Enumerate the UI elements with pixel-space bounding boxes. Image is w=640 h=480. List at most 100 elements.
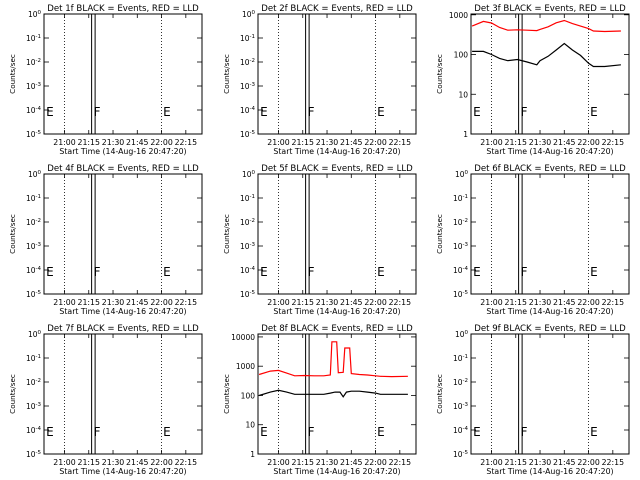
x-tick-label: 21:15 [292,138,315,147]
x-tick-label: 22:00 [364,298,387,307]
marker-label: E [590,105,598,119]
x-tick-label: 21:15 [505,138,528,147]
plot-frame [257,13,417,135]
series-lld [258,341,408,378]
x-tick-label: 21:30 [102,458,125,467]
y-tick-label: 10-1 [26,354,41,363]
marker-label: F [308,105,315,119]
chart-panel-det-8f: Det 8f BLACK = Events, RED = LLD E F E 1 10 10… [222,324,417,476]
y-tick-label: 10-4 [26,106,42,115]
y-tick-label: 10-5 [240,130,256,139]
x-tick-label: 21:45 [340,138,363,147]
x-tick-label: 21:00 [53,138,76,147]
plot-frame [43,13,203,135]
chart-title: Det 7f BLACK = Events, RED = LLD [47,324,199,334]
x-tick-label: 21:00 [480,458,503,467]
y-tick-label: 10-2 [26,218,41,227]
marker-label: E [260,265,268,279]
marker-label: E [163,105,171,119]
y-tick-label: 10-2 [240,58,255,67]
x-tick-label: 22:15 [389,138,412,147]
marker-label: F [94,265,101,279]
plot-frame [257,173,417,295]
y-tick-label: 100 [242,10,256,19]
y-tick-label: 100 [28,10,42,19]
x-axis-label: Start Time (14-Aug-16 20:47:20) [59,147,186,156]
x-tick-label: 21:15 [78,298,101,307]
plot-frame [257,333,417,455]
y-tick-label: 10000 [231,333,255,342]
x-tick-label: 22:15 [602,138,625,147]
x-tick-label: 22:00 [150,458,173,467]
series-lld [471,19,621,33]
chart-panel-det-6f: Det 6f BLACK = Events, RED = LLD E F E 100 10… [435,164,630,316]
y-tick-label: 10-3 [240,82,256,91]
x-tick-label: 22:00 [150,138,173,147]
marker-label: E [377,105,385,119]
x-axis-label: Start Time (14-Aug-16 20:47:20) [273,147,400,156]
y-tick-label: 10-4 [26,266,42,275]
x-axis-label: Start Time (14-Aug-16 20:47:20) [59,307,186,316]
marker-label: E [46,265,54,279]
y-tick-label: 10-4 [453,426,469,435]
y-axis-label: Counts/sec [8,54,17,94]
x-tick-label: 21:00 [480,138,503,147]
y-tick-label: 100 [455,170,469,179]
x-tick-label: 21:30 [316,458,339,467]
y-tick-label: 1 [250,450,255,459]
y-tick-label: 10-5 [26,290,42,299]
x-axis-label: Start Time (14-Aug-16 20:47:20) [59,467,186,476]
y-axis-label: Counts/sec [435,214,444,254]
x-tick-label: 22:15 [389,458,412,467]
plot-frame [470,13,630,135]
chart-panel-det-3f: Det 3f BLACK = Events, RED = LLD E F E 1 10 10… [435,4,630,156]
y-tick-label: 10-2 [453,378,468,387]
x-tick-label: 21:00 [267,298,290,307]
x-tick-label: 21:45 [553,458,576,467]
y-tick-label: 10-5 [26,450,42,459]
x-tick-label: 21:00 [53,298,76,307]
y-tick-label: 10-1 [453,354,468,363]
y-tick-label: 100 [242,170,256,179]
x-tick-label: 21:15 [505,298,528,307]
marker-label: E [473,265,481,279]
y-tick-label: 10-3 [26,82,42,91]
marker-label: F [521,425,528,439]
y-axis-label: Counts/sec [222,214,231,254]
x-tick-label: 21:30 [102,298,125,307]
chart-title: Det 5f BLACK = Events, RED = LLD [261,164,413,174]
y-tick-label: 10-2 [26,378,41,387]
marker-label: F [94,425,101,439]
y-tick-label: 10-1 [240,194,255,203]
y-tick-label: 100 [241,391,256,400]
y-tick-label: 10-1 [453,194,468,203]
marker-label: E [260,105,268,119]
x-tick-label: 21:15 [292,458,315,467]
marker-label: F [308,425,315,439]
y-tick-label: 10-4 [26,426,42,435]
plot-frame [43,333,203,455]
chart-title: Det 2f BLACK = Events, RED = LLD [261,4,413,14]
marker-label: E [473,425,481,439]
chart-panel-det-9f: Det 9f BLACK = Events, RED = LLD E F E 100 10… [435,324,630,476]
y-axis-label: Counts/sec [222,374,231,414]
plot-frame [470,333,630,455]
y-tick-label: 100 [28,170,42,179]
x-tick-label: 22:15 [389,298,412,307]
y-tick-label: 10-3 [453,402,469,411]
x-tick-label: 21:30 [529,298,552,307]
y-tick-label: 100 [28,330,42,339]
x-tick-label: 21:00 [267,458,290,467]
marker-label: E [377,265,385,279]
x-axis-label: Start Time (14-Aug-16 20:47:20) [486,147,613,156]
y-tick-label: 10-3 [26,242,42,251]
x-tick-label: 22:15 [602,458,625,467]
y-tick-label: 10-1 [240,34,255,43]
plot-frame [470,173,630,295]
y-tick-label: 10-4 [453,266,469,275]
x-tick-label: 21:45 [126,138,149,147]
y-axis-label: Counts/sec [8,374,17,414]
y-tick-label: 1 [463,130,468,139]
y-tick-label: 10-3 [453,242,469,251]
